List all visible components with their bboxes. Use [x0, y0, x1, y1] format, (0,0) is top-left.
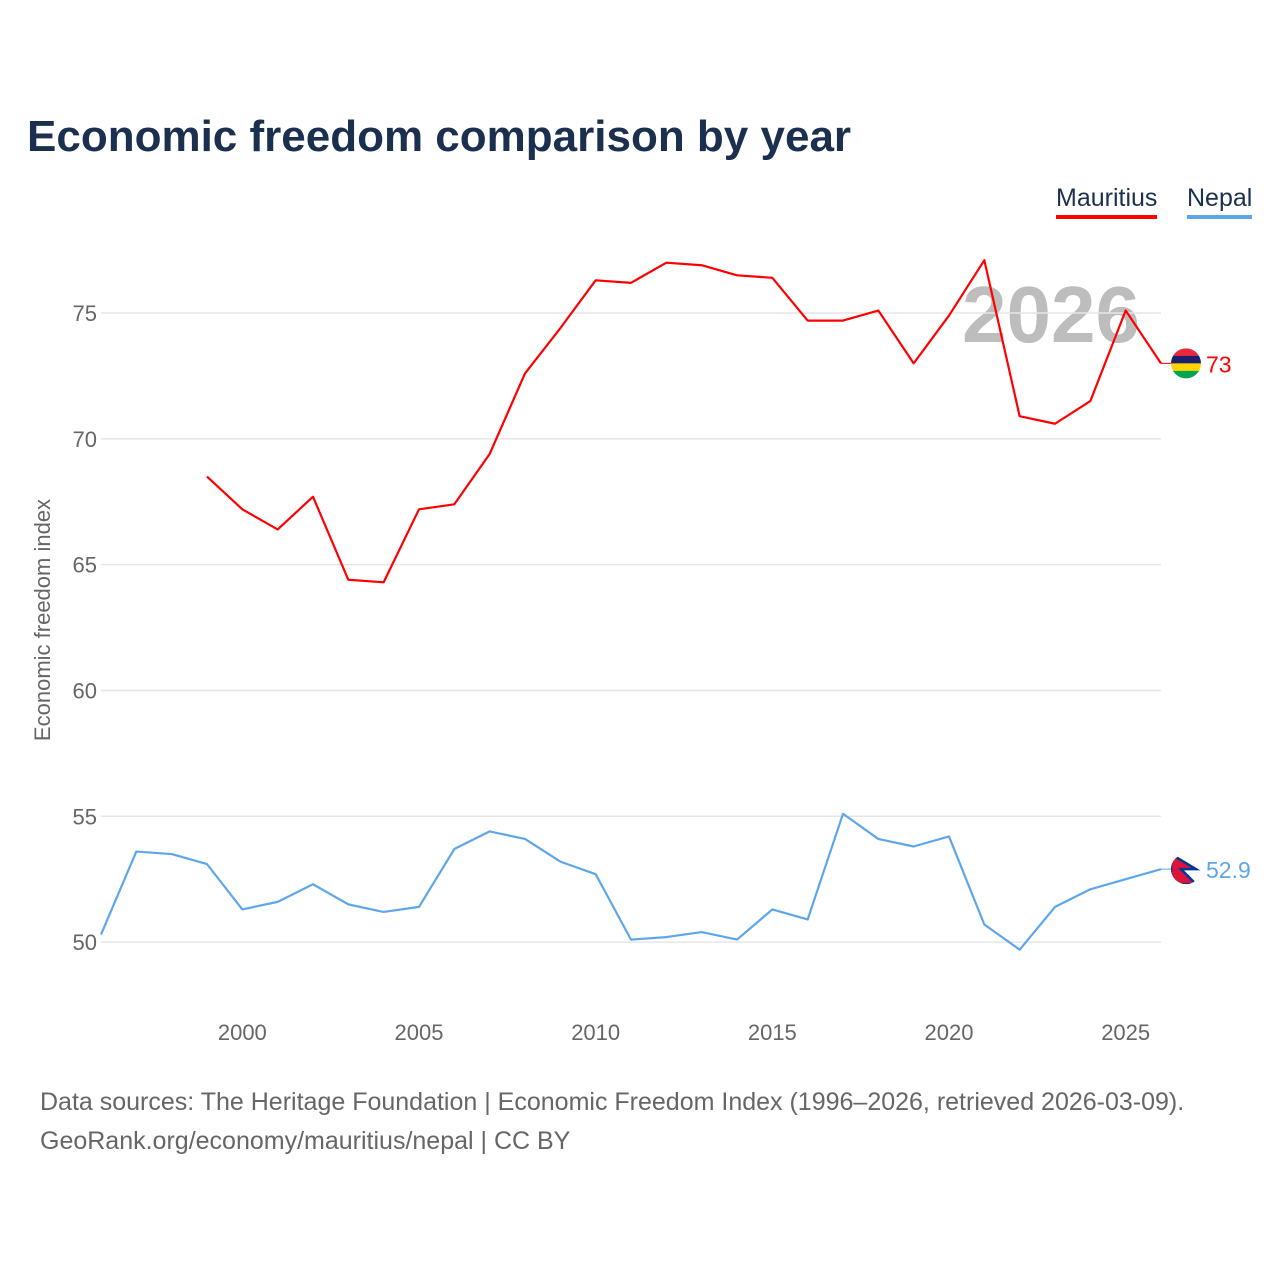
legend-item-nepal[interactable]: Nepal	[1187, 184, 1253, 219]
source-link[interactable]: GeoRank.org/economy/mauritius/nepal | CC…	[40, 1127, 571, 1155]
legend-item-mauritius[interactable]: Mauritius	[1056, 184, 1158, 219]
x-tick-label: 2000	[218, 1020, 267, 1045]
x-tick-label: 2020	[925, 1020, 974, 1045]
flag-stripe	[1171, 355, 1201, 364]
y-tick-label: 55	[73, 804, 97, 829]
source-note: Data sources: The Heritage Foundation | …	[40, 1088, 1185, 1116]
y-tick-label: 75	[73, 301, 97, 326]
x-tick-label: 2010	[571, 1020, 620, 1045]
x-tick-label: 2005	[395, 1020, 444, 1045]
year-watermark: 2026	[962, 270, 1140, 359]
flag-stripe	[1171, 370, 1201, 379]
y-tick-label: 70	[73, 427, 97, 452]
nepal-flag-icon	[1171, 854, 1201, 885]
y-axis-label: Economic freedom index	[30, 499, 55, 741]
series-line-nepal	[99, 812, 1162, 951]
y-tick-label: 50	[73, 930, 97, 955]
series-line-mauritius	[206, 259, 1162, 584]
x-tick-label: 2025	[1101, 1020, 1150, 1045]
chart-title: Economic freedom comparison by year	[27, 112, 852, 161]
end-value-label: 52.9	[1206, 857, 1251, 883]
y-tick-label: 65	[73, 553, 97, 578]
mauritius-flag-icon	[1171, 348, 1201, 379]
x-tick-label: 2015	[748, 1020, 797, 1045]
flag-pennant	[1171, 854, 1201, 885]
flag-stripe	[1171, 348, 1201, 356]
flag-stripe	[1171, 363, 1201, 371]
end-value-label: 73	[1206, 351, 1232, 377]
y-tick-label: 60	[73, 678, 97, 703]
